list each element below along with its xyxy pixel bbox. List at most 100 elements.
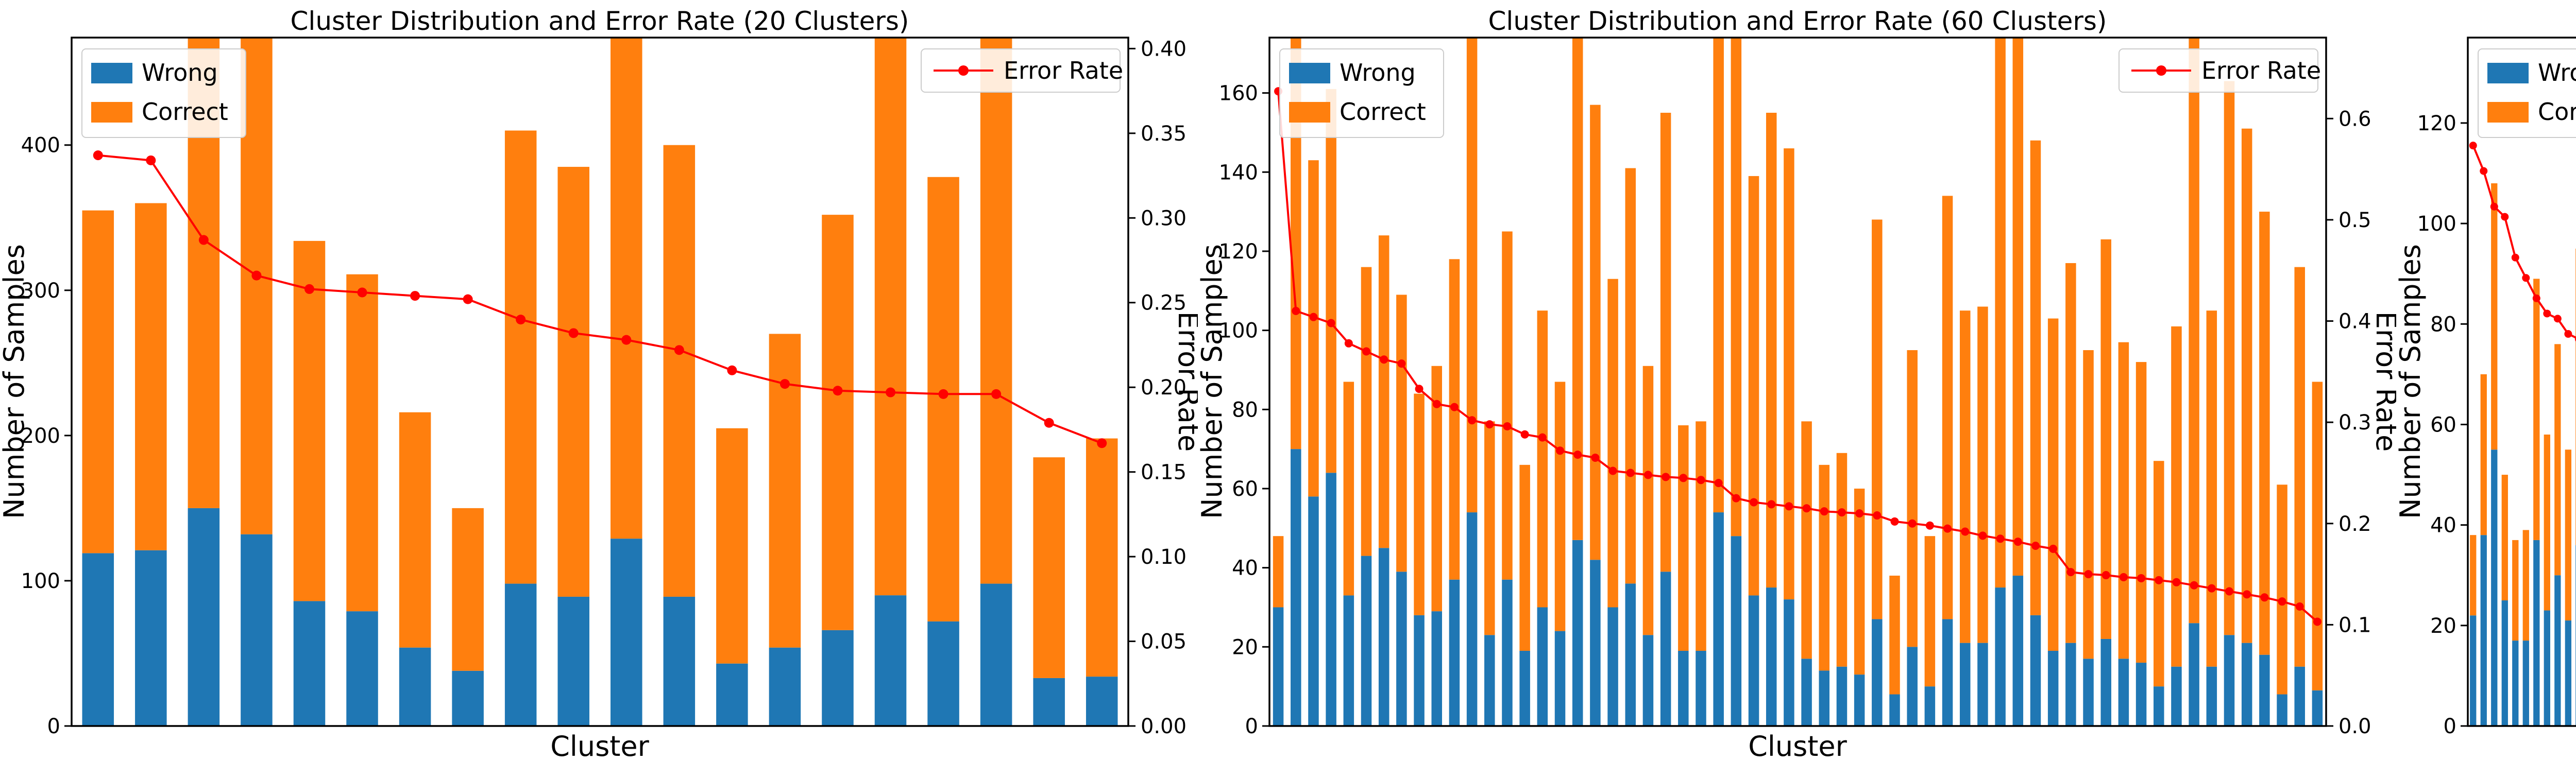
bar-wrong (1924, 686, 1936, 726)
bar-correct (1942, 196, 1953, 619)
bar-correct (1801, 421, 1812, 659)
bar-wrong (1995, 587, 2006, 726)
y-left-tick-label: 40 (1232, 557, 1258, 580)
bar-correct (2533, 279, 2540, 540)
bar-wrong (241, 534, 273, 726)
plot-content: 0 100 200 300 400 0.00 0.05 0.10 0.15 0.20 0.25 0.3… (21, 37, 1187, 738)
bar-correct (82, 210, 114, 554)
legend-label-error-rate: Error Rate (1004, 57, 1123, 84)
y-right-tick-label: 0.15 (1141, 461, 1187, 485)
bar-wrong (1484, 635, 1495, 726)
error-rate-marker (1044, 418, 1054, 428)
error-rate-marker (2120, 573, 2128, 581)
y-left-tick-label: 160 (1219, 82, 1258, 106)
error-rate-marker (938, 389, 948, 399)
error-rate-marker (1468, 416, 1477, 425)
bar-wrong (1343, 595, 1354, 726)
error-rate-marker (727, 365, 737, 375)
y-right-tick-label: 0.10 (1141, 545, 1187, 569)
bar-wrong (2554, 575, 2561, 726)
error-rate-marker (2278, 597, 2286, 606)
bar-correct (1396, 295, 1407, 572)
legend-swatch-wrong (1289, 63, 1331, 84)
bar-wrong (1731, 536, 1742, 726)
bar-correct (2312, 382, 2323, 690)
bar-correct (2118, 342, 2129, 659)
error-rate-marker (1838, 508, 1846, 517)
bar-wrong (1819, 670, 1830, 726)
error-rate-marker (1608, 466, 1617, 475)
bar-correct (1379, 235, 1389, 548)
bar-wrong (1379, 548, 1389, 726)
bar-correct (980, 38, 1012, 584)
y-left-tick-label: 100 (1219, 319, 1258, 343)
bar-correct (1502, 231, 1513, 580)
bar-correct (1273, 536, 1284, 608)
bar-wrong (1555, 631, 1566, 726)
bar-wrong (2259, 654, 2270, 726)
bar-wrong (980, 583, 1012, 726)
legend-label-correct: Correct (1340, 98, 1426, 126)
error-rate-marker (1538, 433, 1547, 442)
error-rate-marker (1503, 422, 1512, 431)
error-rate-marker (1732, 494, 1741, 503)
bar-correct (2136, 362, 2147, 663)
bar-wrong (557, 596, 589, 726)
y-left-tick-label: 40 (2430, 514, 2456, 538)
bar-wrong (2242, 643, 2252, 726)
bar-correct (1625, 168, 1636, 584)
error-rate-marker (2500, 213, 2509, 221)
error-rate-marker (1556, 446, 1565, 455)
bar-correct (557, 167, 589, 597)
bar-wrong (82, 553, 114, 726)
bar-correct (2575, 248, 2576, 545)
bar-correct (716, 428, 748, 664)
error-rate-marker (1926, 521, 1935, 530)
bar-correct (1414, 393, 1425, 615)
error-rate-marker (1292, 306, 1300, 315)
bar-correct (1590, 105, 1601, 560)
bar-wrong (1889, 694, 1901, 726)
bar-correct (1837, 453, 1848, 667)
bar-correct (1749, 176, 1759, 596)
bar-correct (1678, 425, 1689, 651)
bar-wrong (2480, 535, 2487, 726)
bar-wrong (1326, 473, 1337, 726)
error-rate-marker (1309, 313, 1318, 321)
y-left-tick-label: 0 (2443, 715, 2456, 738)
legend-swatch-correct (1289, 102, 1331, 123)
bar-wrong (1431, 611, 1443, 726)
error-rate-marker (2532, 294, 2540, 302)
error-rate-marker (2049, 544, 2058, 553)
error-rate-marker (1767, 500, 1776, 509)
error-rate-marker (2084, 570, 2093, 579)
x-axis-label: Cluster (1749, 730, 1848, 761)
error-rate-marker (1961, 527, 1970, 536)
bar-correct (1995, 38, 2006, 588)
bar-correct (1660, 112, 1671, 572)
error-rate-marker (251, 270, 262, 281)
bar-wrong (1907, 647, 1918, 726)
bar-correct (2501, 475, 2508, 601)
bar-correct (1766, 112, 1777, 588)
bar-correct (2259, 212, 2270, 655)
bar-wrong (1749, 595, 1759, 726)
bar-correct (2490, 183, 2498, 450)
y-axis-left-label: Number of Samples (2396, 244, 2427, 519)
bar-wrong (2100, 638, 2112, 726)
bar-wrong (452, 670, 484, 726)
bar-correct (2277, 485, 2288, 695)
bar-wrong (1537, 607, 1548, 726)
y-left-tick-label: 300 (21, 279, 60, 303)
legend-swatch-wrong (91, 63, 132, 84)
bar-correct (135, 203, 167, 550)
error-rate-marker (357, 287, 367, 298)
bar-correct (1696, 421, 1707, 651)
bar-wrong (1502, 579, 1513, 726)
chart-panel-20-clusters: 0 100 200 300 400 0.00 0.05 0.10 0.15 0.20 0.25 0.3… (0, 0, 1198, 761)
legend-label-correct: Correct (142, 98, 228, 126)
bar-correct (1819, 464, 1830, 671)
error-rate-marker (2564, 330, 2572, 338)
bar-correct (293, 240, 326, 601)
bar-wrong (188, 508, 220, 726)
